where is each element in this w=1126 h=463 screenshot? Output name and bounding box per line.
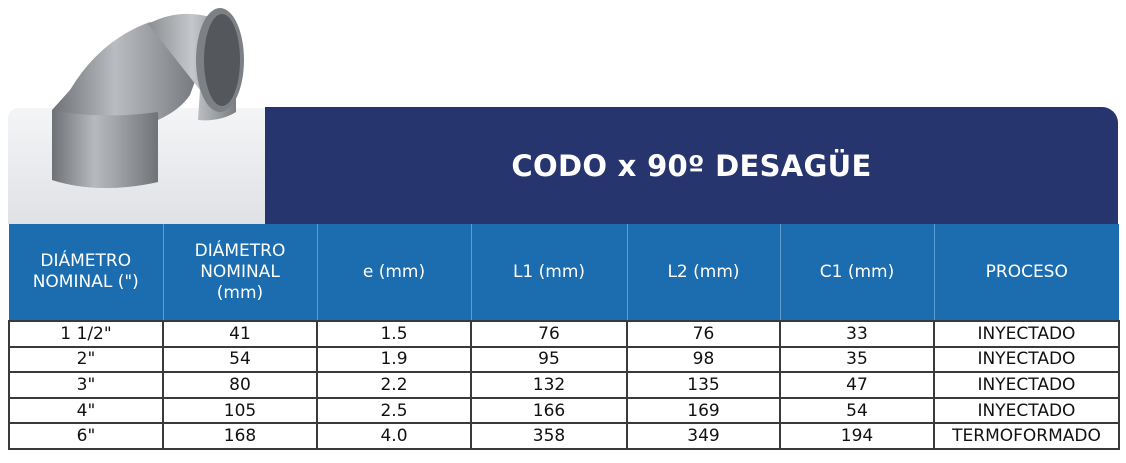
table-cell: 47 [779,371,935,399]
table-cell: 194 [779,422,935,450]
header-line: (mm) [216,282,264,303]
table-row: 4" 105 2.5 166 169 54 INYECTADO [8,396,1120,425]
table-cell: INYECTADO [933,371,1120,399]
table-cell: 168 [162,422,318,450]
table-cell: 54 [779,396,935,425]
header-line: e (mm) [362,261,426,282]
spec-table: DIÁMETRO NOMINAL (") DIÁMETRO NOMINAL (mm) e … [8,224,1120,450]
column-header: e (mm) [316,224,471,321]
table-cell: 4.0 [316,422,472,450]
table-cell: 1.5 [316,320,472,348]
title: CODO x 90º DESAGÜE [511,148,872,183]
table-cell: 6" [8,422,164,450]
table-cell: 166 [470,396,628,425]
table-cell: 1 1/2" [8,320,164,348]
table-cell: 98 [626,345,781,374]
header-row: DIÁMETRO NOMINAL (") DIÁMETRO NOMINAL (mm) e … [9,224,1119,321]
table-cell: 3" [8,371,164,399]
table-row: 6" 168 4.0 358 349 194 TERMOFORMADO [8,422,1120,450]
table-cell: 80 [162,371,318,399]
table-cell: 1.9 [316,345,472,374]
product-image [52,8,244,189]
table-cell: 358 [470,422,628,450]
table-cell: 35 [779,345,935,374]
table-cell: 2.5 [316,396,472,425]
table-row: 3" 80 2.2 132 135 47 INYECTADO [8,371,1120,399]
table-cell: 4" [8,396,164,425]
table-cell: 54 [162,345,318,374]
table-cell: 105 [162,396,318,425]
table-cell: 76 [626,320,781,348]
table-cell: INYECTADO [933,396,1120,425]
header-line: NOMINAL (") [32,272,139,292]
table-cell: INYECTADO [933,345,1120,374]
column-header: DIÁMETRO NOMINAL (") [9,224,163,321]
table-cell: 132 [470,371,628,399]
title-banner: CODO x 90º DESAGÜE [265,107,1118,224]
header-line: PROCESO [985,261,1068,282]
header-line: DIÁMETRO [194,240,286,261]
header-line: L1 (mm) [512,261,586,282]
header-line: NOMINAL [200,261,280,282]
table-cell: 76 [470,320,628,348]
column-header: L1 (mm) [470,224,627,321]
table-cell: 135 [626,371,781,399]
column-header: DIÁMETRO NOMINAL (mm) [162,224,317,321]
table-cell: 41 [162,320,318,348]
column-header: C1 (mm) [779,224,934,321]
header-line: L2 (mm) [667,261,740,282]
column-header: PROCESO [933,224,1119,321]
header-line: C1 (mm) [819,261,895,282]
table-row: 2" 54 1.9 95 98 35 INYECTADO [8,345,1120,374]
column-header: L2 (mm) [626,224,780,321]
table-cell: 349 [626,422,781,450]
table-cell: 2" [8,345,164,374]
table-cell: TERMOFORMADO [933,422,1120,450]
table-cell: 2.2 [316,371,472,399]
table-row: 1 1/2" 41 1.5 76 76 33 INYECTADO [8,320,1120,348]
table-cell: 33 [779,320,935,348]
header-line: DIÁMETRO [40,251,132,271]
table-cell: INYECTADO [933,320,1120,348]
table-cell: 95 [470,345,628,374]
table-cell: 169 [626,396,781,425]
